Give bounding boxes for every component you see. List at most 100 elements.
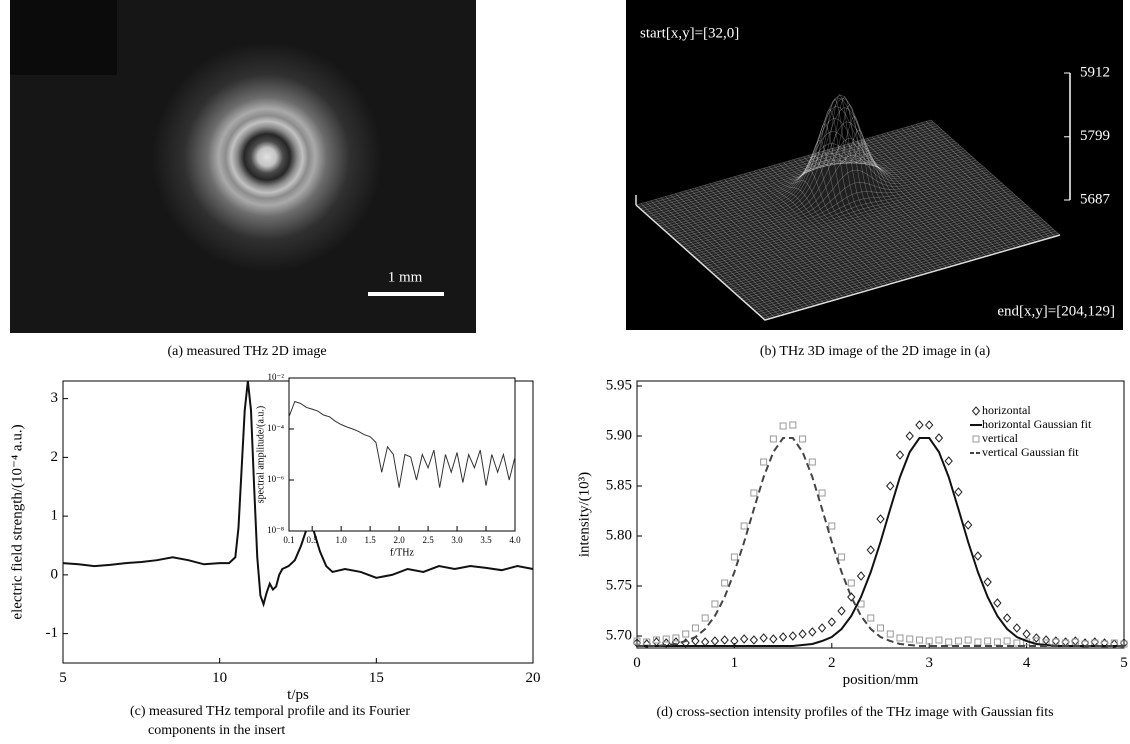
marker-diamond — [749, 635, 759, 645]
mesh-line — [891, 131, 1021, 247]
marker-diamond — [769, 634, 778, 644]
x-tick-label: 1.0 — [336, 535, 348, 545]
mesh-line — [715, 190, 1011, 277]
marker-diamond — [817, 623, 827, 633]
mesh-line — [906, 126, 1036, 243]
legend-label: vertical Gaussian fit — [982, 445, 1079, 459]
y-tick-label: 10⁻⁸ — [267, 525, 284, 535]
mesh-line — [732, 206, 1028, 292]
mesh-line — [650, 200, 781, 317]
mesh-line — [648, 131, 944, 217]
surface-edge — [635, 204, 1061, 321]
x-tick-label: 4 — [1023, 655, 1031, 671]
marker-square — [925, 637, 933, 645]
x-tick-label: 0 — [633, 655, 641, 671]
mesh-line — [861, 139, 992, 256]
mesh-line — [807, 96, 938, 271]
marker-diamond — [739, 634, 749, 644]
mesh-line — [896, 129, 1026, 246]
mesh-line — [661, 142, 957, 229]
mesh-line — [734, 207, 1030, 294]
marker-square — [906, 635, 914, 643]
marker-diamond — [642, 639, 651, 649]
mesh-line — [675, 193, 805, 309]
mesh-line — [646, 129, 942, 215]
marker-square — [750, 489, 758, 497]
x-tick-label: 3.5 — [480, 535, 492, 545]
marker-diamond — [1012, 623, 1022, 633]
mesh-line — [798, 98, 928, 274]
mesh-line — [638, 121, 934, 208]
mesh-line — [748, 172, 879, 288]
mesh-line — [702, 179, 998, 265]
mesh-line — [713, 188, 1009, 275]
y-tick-label: 5.95 — [606, 377, 632, 393]
marker-square — [915, 636, 923, 644]
mesh-line — [739, 211, 1035, 298]
marker-diamond — [1002, 613, 1012, 623]
mesh-line — [693, 171, 990, 258]
marker-square — [808, 458, 816, 466]
mesh-line — [754, 225, 1050, 311]
x-tick-label: 3.0 — [451, 535, 463, 545]
mesh-line — [758, 229, 1054, 315]
mesh-line — [709, 183, 840, 300]
surface-base — [636, 120, 1060, 320]
marker-square — [789, 421, 797, 429]
mesh-line — [762, 232, 1058, 319]
marker-square — [721, 579, 729, 587]
marker-diamond — [993, 598, 1002, 608]
y-tick-label: 10⁻² — [268, 372, 285, 382]
mesh-line — [717, 192, 1013, 279]
mesh-line — [653, 135, 949, 221]
mesh-line — [763, 167, 894, 284]
mesh-line — [734, 176, 864, 292]
y-tick-label: 5.90 — [606, 427, 632, 443]
marker-square — [945, 638, 953, 646]
surface-plot: 5687 5799 5912 — [635, 64, 1111, 321]
mesh-line — [670, 194, 800, 311]
mesh-line — [714, 182, 844, 298]
mesh-line — [745, 217, 1041, 304]
mesh-line — [847, 143, 977, 260]
marker-diamond — [798, 629, 807, 639]
marker-square — [682, 630, 690, 638]
marker-diamond — [788, 631, 798, 641]
marker-square — [701, 614, 709, 622]
marker-square — [652, 636, 660, 644]
x-tick-label: 3 — [925, 655, 933, 671]
mesh-line — [930, 119, 1061, 236]
mesh-line — [672, 94, 968, 238]
mesh-line — [676, 107, 972, 242]
legend-label: vertical — [982, 431, 1019, 445]
mesh-line — [645, 201, 776, 318]
y-tick-label: 1 — [51, 508, 59, 524]
mesh-line — [901, 128, 1031, 244]
mesh-line — [876, 135, 1007, 251]
mesh-line — [881, 133, 1012, 250]
mesh-line — [743, 173, 874, 290]
marker-square — [954, 637, 962, 645]
marker-diamond — [876, 514, 885, 524]
marker-square — [896, 634, 904, 642]
marker-square — [818, 489, 826, 497]
marker-square — [877, 624, 884, 632]
marker-square — [1003, 637, 1011, 645]
mesh-line — [689, 167, 985, 254]
mesh-line — [730, 204, 1026, 290]
marker-diamond — [1032, 633, 1041, 643]
mesh-line — [802, 94, 933, 273]
caption-d: (d) cross-section intensity profiles of … — [656, 705, 1053, 720]
mesh-line — [704, 184, 835, 301]
mesh-line — [640, 203, 771, 319]
mesh-line — [668, 105, 964, 235]
start-label: start[x,y]=[32,0] — [640, 25, 739, 41]
mesh-line — [817, 115, 948, 268]
caption-a: (a) measured THz 2D image — [167, 344, 326, 359]
mesh-line — [920, 122, 1051, 239]
mesh-line — [650, 133, 947, 219]
marker-diamond — [905, 431, 914, 441]
marker-square — [828, 522, 836, 530]
